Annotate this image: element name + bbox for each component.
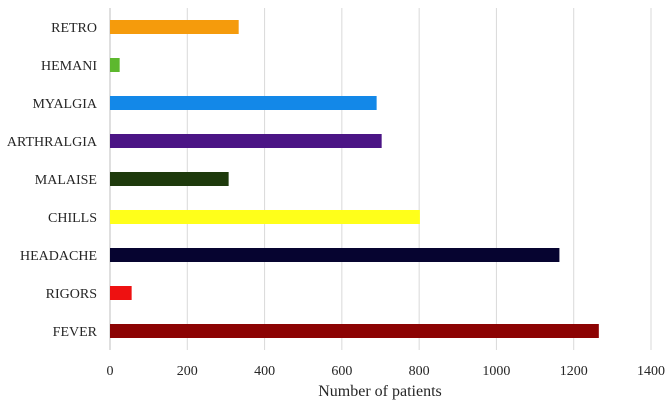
x-axis-title: Number of patients <box>318 383 442 400</box>
bar-malaise <box>110 172 229 186</box>
bars <box>110 20 599 338</box>
x-tick-label: 800 <box>409 364 430 379</box>
x-tick-label: 1200 <box>560 364 588 379</box>
x-tick-label: 0 <box>107 364 114 379</box>
bar-hemani <box>110 58 120 72</box>
bar-headache <box>110 248 560 262</box>
category-label-rigors: RIGORS <box>46 287 97 302</box>
category-label-arthralgia: ARTHRALGIA <box>7 135 98 150</box>
bar-retro <box>110 20 239 34</box>
bar-chills <box>110 210 420 224</box>
category-label-fever: FEVER <box>53 325 98 340</box>
bar-myalgia <box>110 96 377 110</box>
bar-arthralgia <box>110 134 382 148</box>
x-tick-labels: 0 200 400 600 800 1000 1200 1400 <box>107 364 666 379</box>
x-tick-label: 1000 <box>482 364 510 379</box>
bar-fever <box>110 324 599 338</box>
category-label-retro: RETRO <box>51 21 97 36</box>
category-labels: RETRO HEMANI MYALGIA ARTHRALGIA MALAISE CHILL… <box>7 21 98 340</box>
x-tick-label: 400 <box>254 364 275 379</box>
category-label-myalgia: MYALGIA <box>32 97 97 112</box>
bar-rigors <box>110 286 132 300</box>
category-label-hemani: HEMANI <box>41 59 97 74</box>
gridlines <box>109 8 652 350</box>
x-tick-label: 200 <box>177 364 198 379</box>
x-tick-label: 1400 <box>637 364 665 379</box>
category-label-headache: HEADACHE <box>20 249 97 264</box>
x-tick-label: 600 <box>331 364 352 379</box>
category-label-chills: CHILLS <box>48 211 97 226</box>
category-label-malaise: MALAISE <box>35 173 97 188</box>
